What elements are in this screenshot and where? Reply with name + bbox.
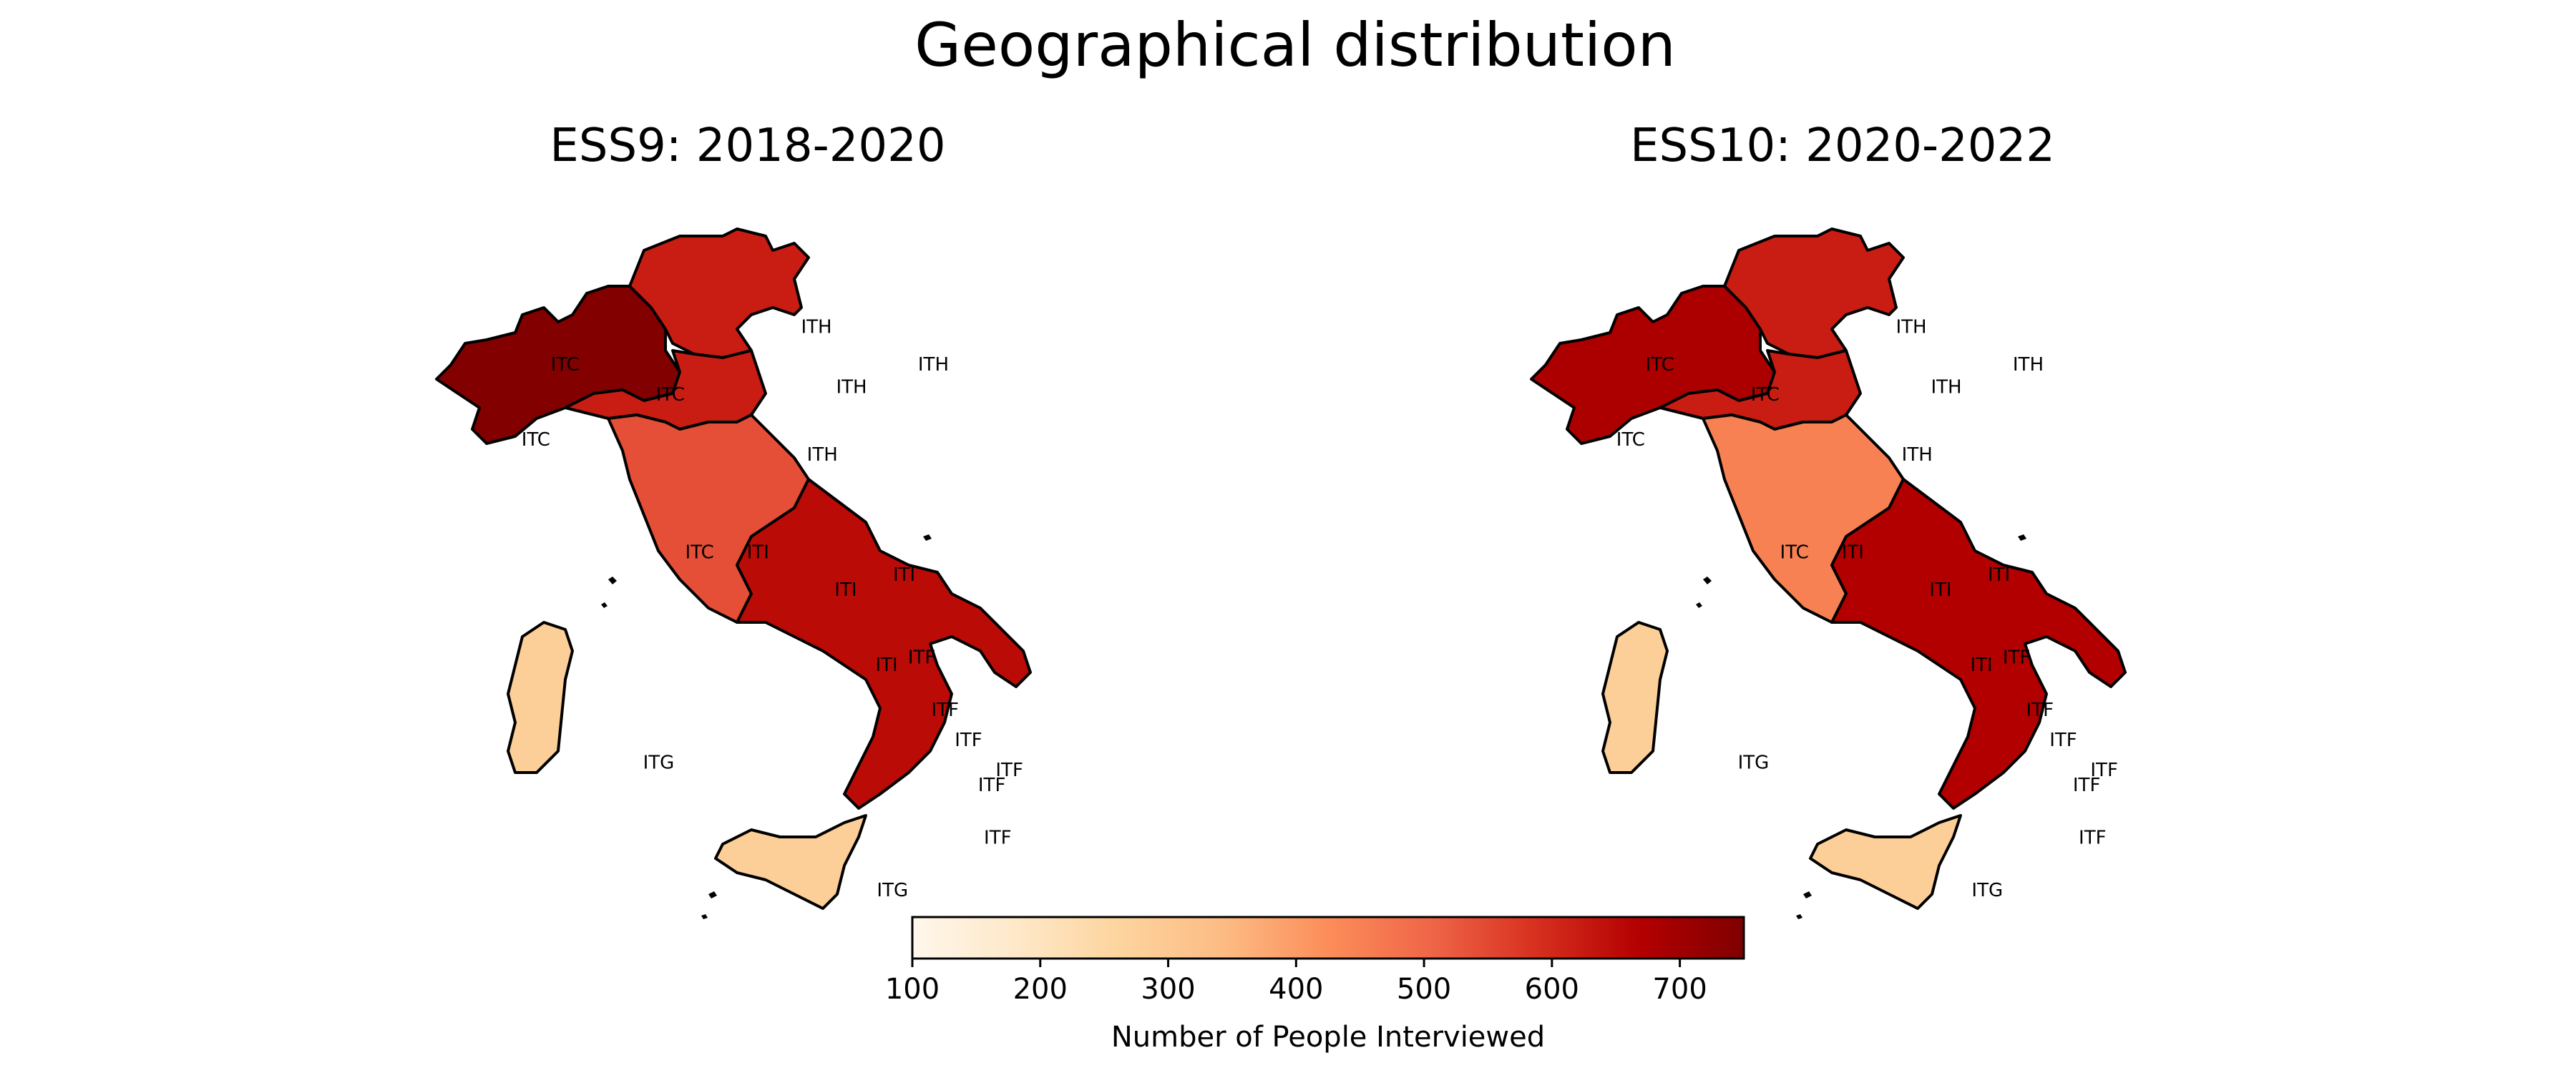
island-outline <box>1696 602 1702 608</box>
region-ith <box>628 227 810 359</box>
region-label-itf: ITF <box>2073 775 2101 796</box>
island-outline <box>2018 534 2026 541</box>
colorbar-gradient <box>911 916 1745 960</box>
region-itg <box>507 621 574 774</box>
region-label-itc: ITC <box>1646 354 1674 376</box>
region-label-iti: ITI <box>747 542 769 564</box>
region-label-itg: ITG <box>1971 880 2003 901</box>
map-ess10: ESS10: 2020-2022 ITC ITC ITC ITC ITH ITH ITH IT… <box>1530 119 2127 919</box>
region-label-itc: ITC <box>686 542 714 564</box>
colorbar-tick-label: 500 <box>1397 973 1451 1006</box>
colorbar-tick-label: 100 <box>885 973 940 1006</box>
island-outline <box>1796 914 1802 919</box>
region-itg <box>1601 621 1669 774</box>
region-label-itf: ITF <box>2026 700 2054 721</box>
figure-title: Geographical distribution <box>914 10 1676 80</box>
map-ess9: ESS9: 2018-2020 ITC ITC ITC ITC ITH ITH ITH ITH… <box>435 119 1032 919</box>
island-outline <box>1803 891 1812 898</box>
island-outline <box>708 891 717 898</box>
region-itf <box>1830 478 2127 810</box>
region-label-itc: ITC <box>1780 542 1809 564</box>
region-label-itf: ITF <box>2049 730 2077 751</box>
region-label-itc: ITC <box>656 384 685 406</box>
region-label-itc: ITC <box>1616 429 1645 451</box>
region-label-ith: ITH <box>836 377 867 398</box>
region-label-itf: ITF <box>955 730 982 751</box>
region-label-ith: ITH <box>807 444 838 466</box>
region-label-iti: ITI <box>1988 564 2010 586</box>
colorbar-tick-label: 400 <box>1269 973 1323 1006</box>
colorbar: 100 200 300 400 500 600 700 Number of People I… <box>885 916 1745 1054</box>
region-label-itg: ITG <box>877 880 908 901</box>
region-ith <box>1723 227 1905 359</box>
region-label-iti: ITI <box>893 564 915 586</box>
region-label-iti: ITI <box>1970 655 1992 676</box>
island-outline <box>601 602 608 608</box>
map-title-ess10: ESS10: 2020-2022 <box>1630 119 2055 172</box>
region-label-itf: ITF <box>995 760 1023 781</box>
region-label-itc: ITC <box>551 354 580 376</box>
region-itf <box>736 478 1032 810</box>
region-label-itc: ITC <box>522 429 550 451</box>
island-outline <box>1703 577 1712 584</box>
region-label-iti: ITI <box>834 579 857 601</box>
region-label-itf: ITF <box>932 700 960 721</box>
region-label-itf: ITF <box>984 828 1012 849</box>
colorbar-tick-label: 300 <box>1141 973 1195 1006</box>
region-label-itf: ITF <box>978 775 1006 796</box>
island-outline <box>923 534 932 541</box>
region-itg <box>1809 814 1962 910</box>
region-label-ith: ITH <box>918 354 949 376</box>
region-itg <box>714 814 867 910</box>
region-label-itf: ITF <box>2090 760 2118 781</box>
region-label-ith: ITH <box>1896 317 1926 338</box>
region-label-ith: ITH <box>1902 444 1933 466</box>
region-label-itc: ITC <box>1751 384 1780 406</box>
colorbar-tick-label: 700 <box>1652 973 1707 1006</box>
island-outline <box>608 577 617 584</box>
region-label-ith: ITH <box>801 317 831 338</box>
region-label-iti: ITI <box>875 655 897 676</box>
colorbar-tick-label: 200 <box>1013 973 1068 1006</box>
region-label-iti: ITI <box>1929 579 1951 601</box>
colorbar-label: Number of People Interviewed <box>1111 1021 1545 1054</box>
island-outline <box>701 914 708 919</box>
colorbar-tick-label: 600 <box>1525 973 1579 1006</box>
map-title-ess9: ESS9: 2018-2020 <box>550 119 945 172</box>
region-label-itf: ITF <box>2079 828 2107 849</box>
region-label-ith: ITH <box>1931 377 1962 398</box>
region-label-itg: ITG <box>643 753 675 774</box>
region-label-itf: ITF <box>2003 647 2031 669</box>
region-label-iti: ITI <box>1842 542 1864 564</box>
region-label-itf: ITF <box>908 647 936 669</box>
region-label-ith: ITH <box>2013 354 2044 376</box>
region-label-itg: ITG <box>1738 753 1770 774</box>
